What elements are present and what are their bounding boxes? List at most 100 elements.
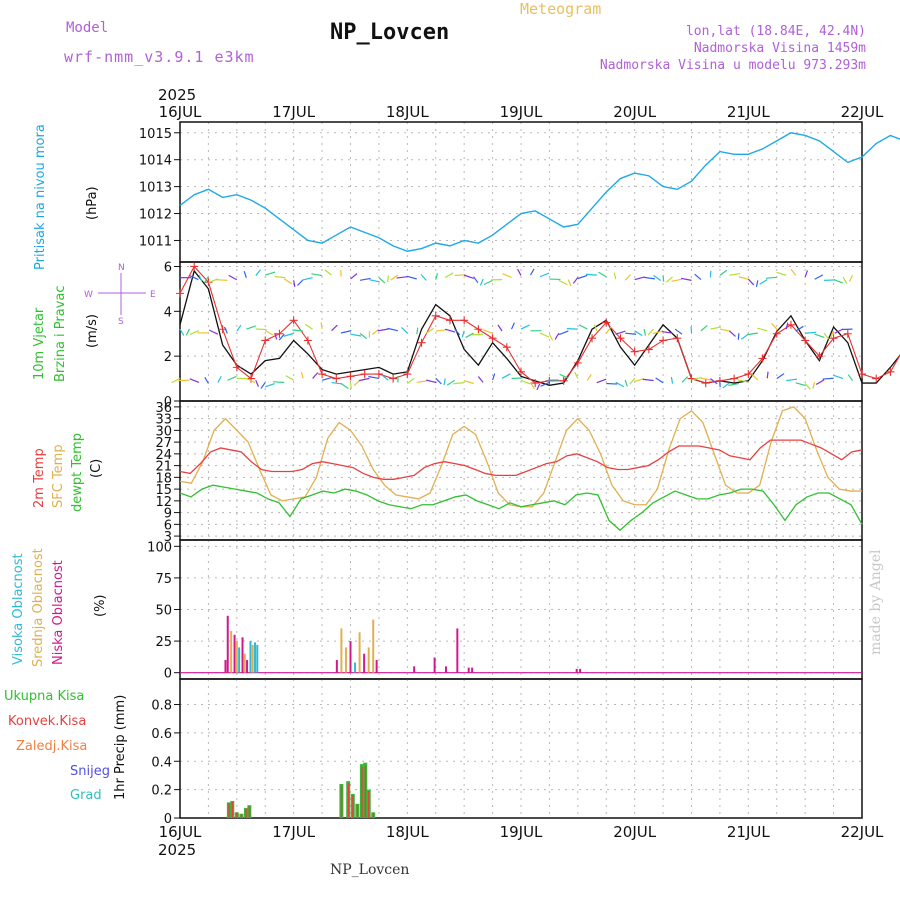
y-tick-label: 12 (155, 495, 172, 510)
wind-direction-arrow (786, 378, 798, 382)
wind-direction-arrow (454, 328, 461, 336)
wind-direction-arrow (652, 330, 664, 335)
wind-direction-arrow (331, 381, 343, 385)
wind-direction-arrow (593, 324, 598, 332)
y-tick-label: 36 (155, 401, 172, 416)
wind-direction-arrow (674, 328, 683, 335)
wind-direction-arrow (738, 276, 750, 281)
pressure-line (179, 132, 900, 252)
gust-marker (687, 374, 696, 383)
gust-marker (303, 336, 312, 345)
wind-direction-arrow (483, 279, 493, 286)
gust-marker (190, 262, 199, 271)
gust-marker (417, 338, 426, 347)
gust-marker (786, 320, 795, 329)
wind-direction-arrow (596, 378, 607, 384)
wind-direction-arrow (812, 382, 816, 389)
wind-direction-arrow (435, 273, 439, 280)
wind-direction-arrow (833, 374, 844, 380)
meteogram-label: Meteogram (520, 0, 602, 18)
wind-direction-arrow (770, 322, 778, 330)
wind-direction-arrow (381, 374, 389, 381)
wind-direction-arrow (613, 272, 617, 280)
wind-direction-arrow (443, 378, 446, 386)
wind-direction-arrow (795, 325, 804, 332)
convective-bar (236, 812, 238, 818)
wind-direction-arrow (406, 275, 417, 280)
wind-direction-arrow (765, 276, 777, 279)
gust-marker (531, 379, 540, 388)
wind-direction-arrow (574, 371, 579, 379)
wind-direction-arrow (539, 332, 550, 338)
wind-direction-arrow (554, 332, 560, 340)
wind-direction-arrow (472, 333, 484, 336)
convective-bar (340, 785, 343, 818)
wind-direction-arrow (719, 269, 728, 276)
cloud-unit-label: (%) (93, 595, 108, 618)
wind-direction-arrow (572, 277, 579, 284)
gust-marker (659, 336, 668, 345)
gust-marker (872, 374, 881, 383)
wind-direction-arrow (189, 378, 200, 384)
wind-direction-arrow (814, 333, 825, 338)
location-coordinates: lon,lat (18.84E, 42.4N) (685, 24, 866, 39)
wind-direction-arrow (511, 377, 523, 380)
panel-frame (179, 400, 863, 541)
model-label: Model (66, 20, 109, 36)
wind-direction-arrow (255, 328, 267, 331)
gust-marker (517, 367, 525, 376)
wind-direction-arrow (463, 274, 474, 279)
wind-direction-arrow (747, 332, 758, 336)
compass-w-label: W (84, 290, 93, 300)
wind-direction-arrow (401, 327, 408, 334)
temp2m-side-label: 2m Temp (32, 448, 47, 508)
total-rain-legend: Ukupna Kisa (4, 689, 84, 704)
wind-direction-arrow (643, 328, 647, 336)
wind-direction-arrow (634, 276, 645, 281)
wind-direction-arrow (670, 376, 674, 384)
date-tick-label-top: 18JUL (386, 103, 429, 121)
wind-direction-arrow (757, 327, 768, 332)
date-tick-label-bottom: 16JUL (159, 823, 202, 841)
sfc-temp-line (179, 406, 862, 508)
date-tick-label-bottom: 22JUL (841, 823, 884, 841)
gust-marker (318, 370, 327, 379)
wind-direction-arrow (510, 322, 515, 330)
station-elevation: Nadmorska Visina 1459m (693, 41, 866, 56)
gust-marker (602, 318, 611, 327)
wind-direction-arrow (728, 330, 736, 337)
wind-direction-arrow (691, 376, 702, 381)
wind-direction-arrow (204, 376, 209, 384)
wind-direction-arrow (577, 274, 588, 280)
gust-marker (176, 289, 184, 298)
gust-marker (588, 334, 597, 343)
bottom-date-axis: 16JUL 17JUL 18JUL 19JUL 20JUL 21JUL 22JUL (159, 823, 884, 841)
credit-label: made by Angel (868, 549, 884, 656)
compass-s-label: S (118, 317, 124, 327)
convective-bar (356, 804, 359, 818)
gust-marker (616, 334, 625, 343)
wind-direction-arrow (311, 273, 323, 277)
date-tick-label-top: 16JUL (159, 103, 202, 121)
wind-speed-line (179, 269, 900, 386)
y-tick-label: 0 (164, 667, 172, 682)
wind-panel: 0 2 4 6 (164, 260, 900, 410)
cloud-panel: 0 25 50 75 100 (147, 539, 863, 682)
wind-direction-arrow (710, 326, 722, 330)
wind-direction-arrow (228, 274, 238, 281)
gust-marker (332, 374, 341, 383)
snow-legend: Snijeg (70, 764, 110, 779)
wind-direction-arrow (463, 379, 474, 385)
wind-direction-arrow (435, 329, 447, 332)
temp2m-line (179, 439, 863, 480)
temp-unit-label: (C) (89, 459, 104, 478)
y-tick-label: 0.6 (151, 727, 172, 742)
wind-direction-arrow (359, 332, 367, 340)
y-tick-label: 0 (164, 395, 172, 410)
wind-direction-arrow (662, 275, 665, 282)
wind-direction-arrow (321, 376, 333, 381)
wind-direction-arrow (461, 330, 465, 338)
wind-direction-arrow (529, 268, 535, 276)
wind-direction-arrow (747, 278, 755, 286)
wind-direction-arrow (671, 278, 683, 282)
